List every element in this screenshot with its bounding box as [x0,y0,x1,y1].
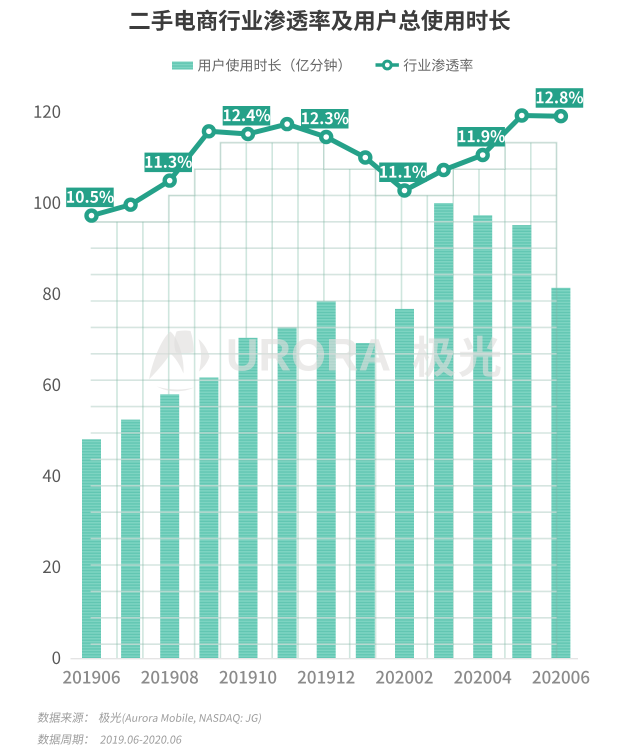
svg-text:URORA: URORA [226,330,391,381]
